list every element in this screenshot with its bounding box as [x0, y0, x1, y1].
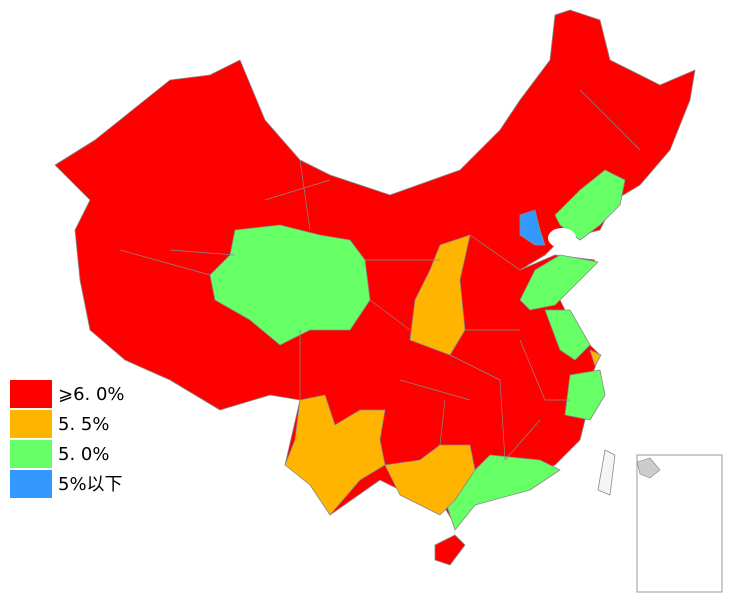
china-map	[54, 9, 696, 566]
legend-label: 5. 0%	[58, 444, 109, 465]
legend: ⩾6. 0% 5. 5% 5. 0% 5%以下	[10, 380, 125, 498]
region-green	[209, 224, 371, 346]
legend-label: 5%以下	[58, 474, 123, 495]
hainan	[434, 534, 466, 566]
region-blue	[519, 209, 546, 246]
inset-frame	[636, 454, 723, 593]
legend-swatch	[10, 470, 52, 498]
inset-south-china-sea	[636, 454, 723, 593]
legend-label: ⩾6. 0%	[58, 384, 125, 405]
taiwan	[597, 449, 616, 496]
legend-swatch	[10, 440, 52, 468]
region-green	[564, 369, 606, 421]
inset-coast	[636, 457, 661, 479]
legend-swatch	[10, 410, 52, 438]
region-green	[544, 309, 591, 361]
region-orange	[589, 349, 602, 367]
region-green	[519, 254, 599, 311]
legend-swatch	[10, 380, 52, 408]
region-orange	[384, 444, 476, 516]
province-border	[119, 89, 641, 461]
region-green	[444, 454, 561, 531]
legend-label: 5. 5%	[58, 414, 109, 435]
bohai-sea	[548, 228, 576, 248]
